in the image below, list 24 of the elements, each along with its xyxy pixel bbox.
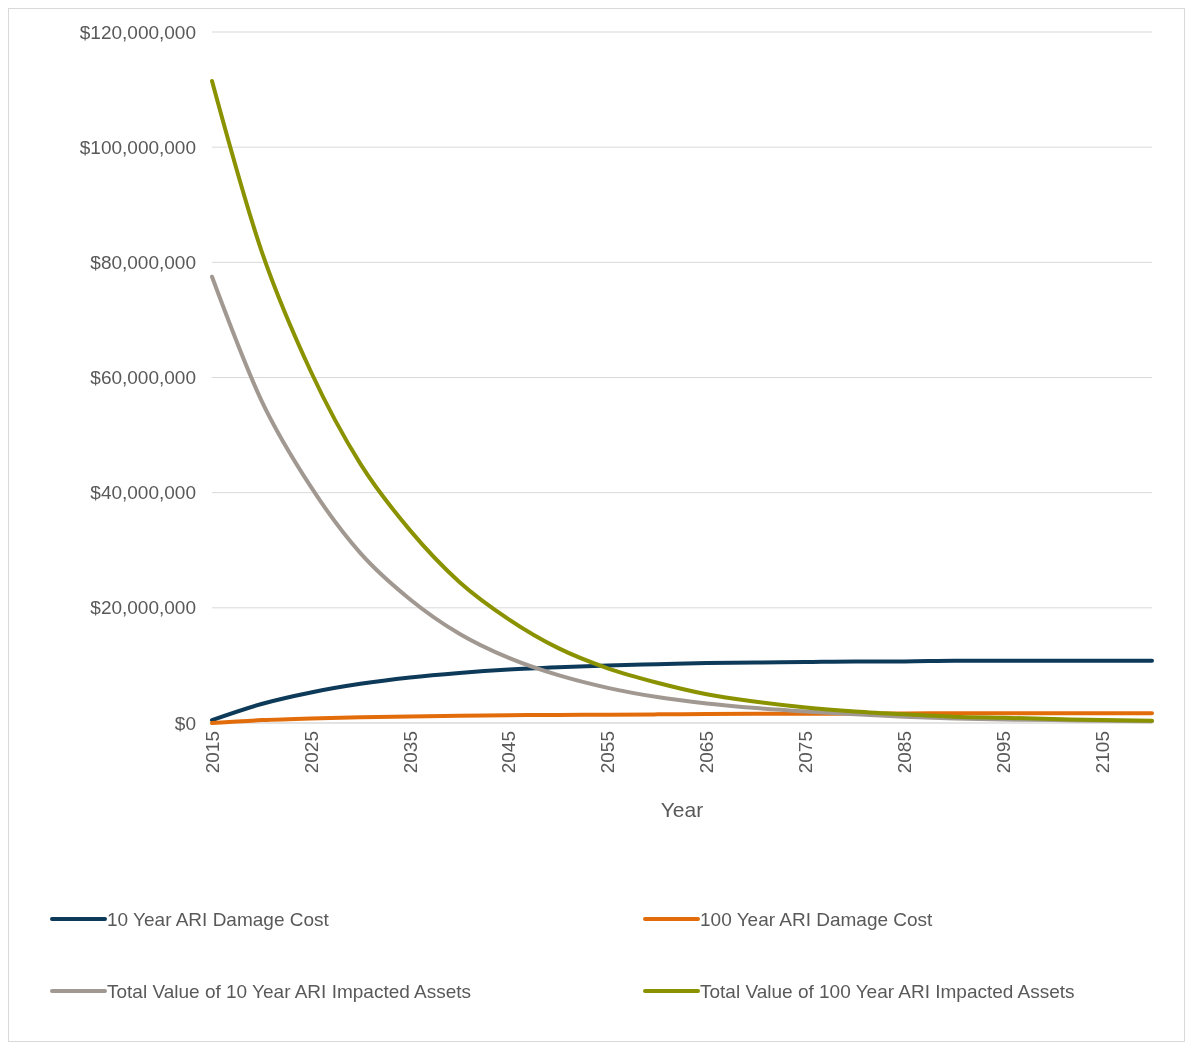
x-tick-label: 2105 [1092,731,1114,774]
line-series [210,658,1154,723]
y-tick-label: $0 [174,712,196,734]
x-tick-label: 2085 [894,731,916,774]
x-tick-label: 2035 [399,731,421,774]
x-tick-label: 2015 [201,731,223,774]
legend-label: Total Value of 100 Year ARI Impacted Assets [700,980,1075,1002]
x-tick-label: 2065 [696,731,718,774]
x-tick-label: 2075 [795,731,817,774]
x-tick-label: 2025 [300,731,322,774]
line-series [210,78,1154,723]
x-axis-title: Year [660,798,704,821]
y-tick-label: $80,000,000 [90,251,196,273]
y-tick-label: $120,000,000 [79,21,196,43]
y-tick-label: $100,000,000 [79,136,196,158]
y-tick-label: $40,000,000 [90,482,196,504]
x-tick-label: 2045 [498,731,520,774]
y-tick-label: $20,000,000 [90,597,196,619]
x-tick-label: 2095 [993,731,1015,774]
x-tick-label: 2055 [597,731,619,774]
legend-label: 10 Year ARI Damage Cost [107,908,330,930]
legend-label: Total Value of 10 Year ARI Impacted Assets [107,980,472,1002]
y-tick-label: $60,000,000 [90,367,196,389]
legend-label: 100 Year ARI Damage Cost [700,908,934,930]
